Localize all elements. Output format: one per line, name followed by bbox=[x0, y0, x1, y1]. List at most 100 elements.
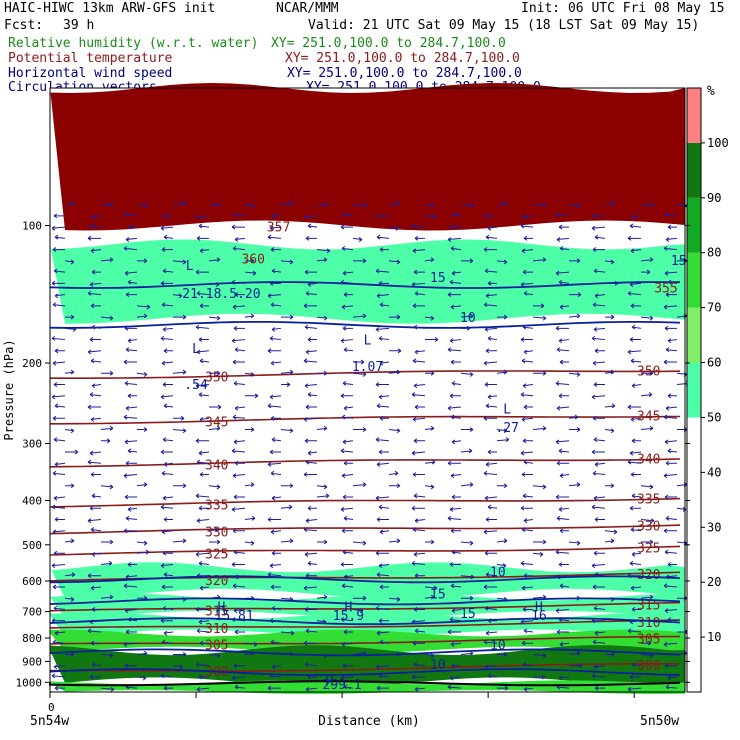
circulation-vector bbox=[451, 380, 462, 386]
circulation-vector bbox=[343, 574, 354, 580]
circulation-vector bbox=[198, 560, 210, 566]
circulation-vector bbox=[160, 394, 174, 400]
circulation-vector bbox=[195, 214, 210, 220]
circulation-vector bbox=[90, 417, 102, 422]
circulation-vector bbox=[568, 313, 581, 319]
circulation-vector bbox=[485, 234, 498, 240]
circulation-vector bbox=[125, 574, 138, 580]
circulation-vector bbox=[163, 348, 173, 354]
circulation-vector bbox=[199, 640, 209, 646]
circulation-vector bbox=[89, 337, 101, 342]
circulation-vector bbox=[627, 235, 641, 241]
circulation-vector bbox=[485, 293, 498, 299]
circulation-vector bbox=[340, 393, 353, 399]
x-origin-tick-label: 0 bbox=[48, 701, 55, 714]
isentrope-label: 315 bbox=[205, 605, 228, 620]
circulation-vector bbox=[209, 370, 221, 376]
circulation-vector bbox=[100, 653, 114, 659]
circulation-vector bbox=[160, 563, 174, 569]
circulation-vector bbox=[53, 605, 66, 611]
colorbar-tick-label: 90 bbox=[707, 191, 721, 205]
circulation-vector bbox=[316, 425, 328, 431]
circulation-vector bbox=[303, 527, 318, 532]
circulation-vector bbox=[232, 304, 246, 310]
circulation-vector bbox=[234, 574, 246, 580]
circulation-vector bbox=[521, 585, 534, 591]
circulation-vector bbox=[269, 394, 282, 400]
wind-contour-label: 10 bbox=[490, 638, 506, 653]
circulation-vector bbox=[267, 293, 282, 299]
circulation-vector bbox=[352, 608, 364, 614]
circulation-vector bbox=[160, 225, 174, 231]
colorbar-tick-label: 50 bbox=[707, 410, 721, 424]
circulation-vector bbox=[342, 212, 354, 218]
circulation-vector bbox=[137, 595, 148, 601]
title-left: HAIC-HIWC 13km ARW-GFS init bbox=[4, 1, 216, 16]
rh-band bbox=[50, 593, 685, 618]
colorbar-segment bbox=[687, 362, 701, 418]
circulation-vector bbox=[163, 403, 174, 409]
circulation-vector bbox=[411, 505, 425, 511]
circulation-vector bbox=[270, 302, 282, 308]
circulation-vector bbox=[303, 417, 318, 422]
circulation-vector bbox=[231, 279, 246, 285]
circulation-vector bbox=[569, 595, 581, 601]
colorbar-segment bbox=[687, 417, 701, 473]
wind-contour-label: 15 bbox=[430, 271, 446, 286]
circulation-vector bbox=[376, 234, 390, 240]
circulation-vector bbox=[54, 462, 66, 467]
circulation-vector bbox=[208, 425, 221, 431]
circulation-vector bbox=[271, 268, 282, 274]
plot-area: 350 350 345 345 340 340 335 335 330 330 325 325 320 3… bbox=[49, 83, 690, 694]
circulation-vector bbox=[450, 304, 462, 310]
circulation-vector bbox=[412, 303, 425, 309]
circulation-vector bbox=[123, 583, 138, 589]
circulation-vector bbox=[271, 495, 282, 501]
circulation-vector bbox=[244, 270, 257, 276]
circulation-vector bbox=[231, 507, 246, 512]
circulation-vector bbox=[411, 392, 426, 398]
circulation-vector bbox=[305, 349, 318, 355]
circulation-vector bbox=[450, 528, 461, 534]
circulation-vector bbox=[51, 618, 65, 624]
circulation-vector bbox=[195, 383, 210, 389]
circulation-vector bbox=[631, 214, 642, 220]
circulation-vector bbox=[485, 403, 498, 409]
circulation-vector bbox=[100, 257, 114, 263]
circulation-vector bbox=[631, 662, 642, 667]
circulation-vector bbox=[136, 549, 150, 555]
circulation-vector bbox=[307, 450, 318, 456]
circulation-vector bbox=[172, 259, 187, 265]
circulation-vector bbox=[304, 383, 318, 389]
circulation-vector bbox=[172, 597, 187, 602]
circulation-vector bbox=[664, 439, 678, 445]
circulation-vector bbox=[460, 372, 474, 377]
circulation-vector bbox=[375, 213, 389, 219]
circulation-vector bbox=[520, 392, 534, 398]
circulation-vector bbox=[631, 383, 642, 389]
circulation-vector bbox=[52, 639, 66, 645]
circulation-vector bbox=[127, 279, 138, 285]
circulation-vector bbox=[522, 493, 534, 499]
circulation-vector bbox=[520, 505, 533, 511]
circulation-vector bbox=[51, 280, 65, 286]
circulation-vector bbox=[162, 327, 174, 332]
circulation-vector bbox=[245, 427, 255, 432]
circulation-vector bbox=[341, 414, 354, 420]
circulation-vector bbox=[523, 628, 534, 634]
circulation-vector bbox=[234, 237, 246, 242]
plot-annotation: H bbox=[535, 601, 543, 616]
circulation-vector bbox=[593, 382, 605, 387]
circulation-vector bbox=[379, 639, 390, 645]
circulation-vector bbox=[532, 594, 547, 600]
colorbar-unit: % bbox=[707, 84, 715, 99]
circulation-vector bbox=[317, 202, 328, 208]
circulation-vector bbox=[532, 425, 547, 431]
circulation-vector bbox=[568, 414, 579, 420]
circulation-vector bbox=[304, 324, 318, 330]
circulation-vector bbox=[558, 279, 570, 285]
circulation-vector bbox=[627, 628, 642, 634]
circulation-vector bbox=[341, 245, 354, 251]
circulation-vector bbox=[447, 629, 461, 635]
circulation-vector bbox=[244, 372, 255, 377]
